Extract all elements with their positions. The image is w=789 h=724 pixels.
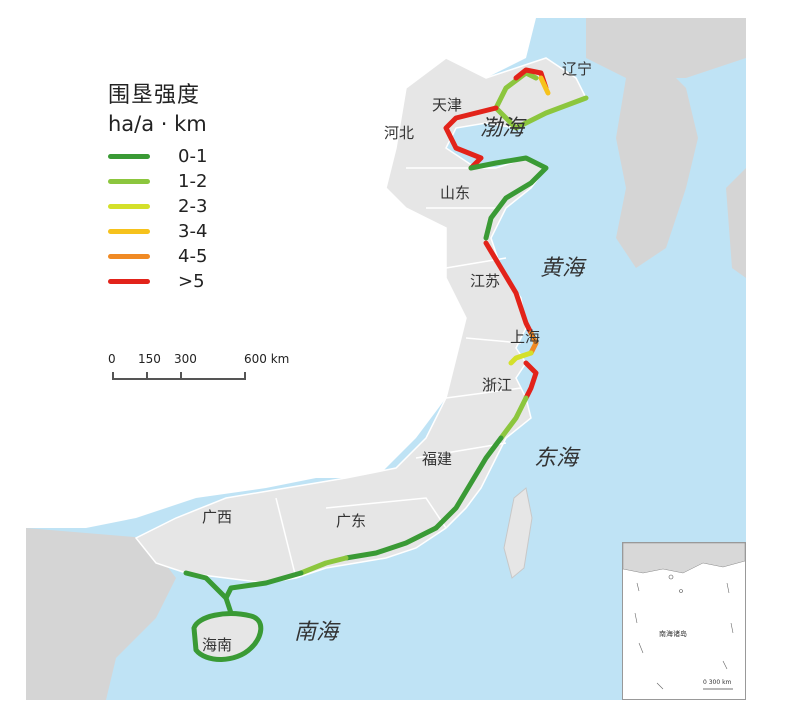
coast-shanghai-orange [528,330,539,356]
coast-shandong [468,155,549,241]
coast-shanghai-yellow [508,350,534,366]
label-bohai: 渤海 [480,116,525,141]
coastline-intensity [183,67,589,662]
coast-guangdong-west [223,570,304,601]
northeast-foreign [586,18,746,78]
label-hainan: 海南 [202,636,233,654]
label-guangxi: 广西 [202,508,233,526]
label-fujian: 福建 [422,450,453,468]
legend-item: >5 [108,269,207,294]
coast-zhejiang-green [498,395,529,441]
legend-item: 0-1 [108,144,207,169]
label-jiangsu: 江苏 [470,272,501,290]
legend-title: 围垦强度 [108,83,201,108]
legend-swatch [108,179,150,184]
scale-label-150: 150 [138,352,161,366]
coast-hainan [191,611,264,662]
taiwan [503,487,533,579]
legend-label: >5 [178,271,205,292]
coast-guangdong [343,525,439,561]
legend: 围垦强度 ha/a · km 0-1 1-2 2-3 3-4 4-5 >5 [108,82,207,294]
scale-mark [112,372,114,380]
legend-swatch [108,254,150,259]
label-tianjin: 天津 [432,96,463,114]
scale-mark [146,372,148,380]
scale-mark [244,372,246,380]
coast-tianjin [443,105,499,171]
inland-china [26,18,536,528]
coast-fujian [433,435,504,531]
legend-unit: ha/a · km [108,112,207,136]
scale-label-300: 300 [174,352,197,366]
legend-label: 2-3 [178,196,208,217]
korea [616,58,698,268]
scale-mark [180,372,182,380]
label-shandong: 山东 [440,184,471,202]
label-nanhai: 南海 [294,620,339,645]
legend-label: 3-4 [178,221,208,242]
legend-item: 1-2 [108,169,207,194]
legend-swatch [108,204,150,209]
scale-bar: 0 150 300 600 km [108,352,298,392]
vietnam [26,528,176,700]
coast-liaoning-yellow [538,75,551,96]
coast-jiangsu [483,240,534,336]
inset-map [622,542,746,690]
legend-label: 0-1 [178,146,208,167]
inset-label: 南海诸岛 [659,630,687,638]
hainan-island [194,613,261,660]
label-huanghai: 黄海 [540,256,585,281]
scale-line [112,378,244,380]
label-donghai: 东海 [534,446,579,471]
legend-swatch [108,154,150,159]
coastal-provinces [134,57,588,584]
legend-swatch [108,229,150,234]
legend-label: 1-2 [178,171,208,192]
coast-leizhou [223,595,234,616]
south-china-sea-inset: 南海诸岛 0 300 km [622,542,746,700]
label-shanghai: 上海 [510,328,541,346]
legend-label: 4-5 [178,246,208,267]
scale-label-0: 0 [108,352,116,366]
legend-item: 3-4 [108,219,207,244]
label-guangdong: 广东 [336,512,367,530]
label-liaoning: 辽宁 [562,60,593,78]
japan [726,168,746,278]
inset-scale: 0 300 km [703,679,732,686]
legend-swatch [108,279,150,284]
label-zhejiang: 浙江 [482,376,513,394]
legend-item: 4-5 [108,244,207,269]
coast-guangxi [183,570,229,601]
legend-item: 2-3 [108,194,207,219]
coast-guangdong-light [298,555,349,576]
label-hebei: 河北 [384,124,415,142]
coast-zhejiang [523,360,539,401]
scale-label-600: 600 km [244,352,290,366]
